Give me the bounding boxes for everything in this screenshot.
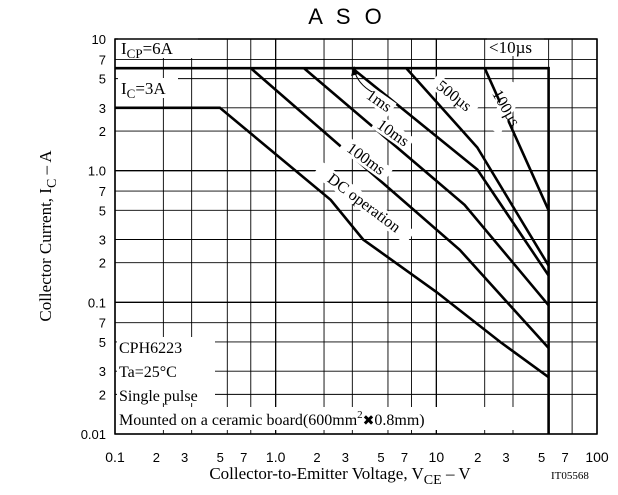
notes: CPH6223 Ta=25°C Single pulse Mounted on … bbox=[119, 340, 425, 429]
x-tick-label: 2 bbox=[313, 450, 320, 465]
y-tick-label: 0.1 bbox=[88, 295, 106, 310]
y-tick-label: 2 bbox=[99, 256, 106, 271]
x-tick-label: 1.0 bbox=[266, 449, 286, 465]
y-tick-label: 5 bbox=[99, 203, 106, 218]
mask-ic bbox=[118, 78, 178, 98]
plot-frame bbox=[114, 38, 598, 435]
y-tick-label: 7 bbox=[99, 184, 106, 199]
label-lt10us: <10µs bbox=[489, 38, 532, 57]
tick-labels: 0.1 2 3 5 7 1.0 2 3 5 7 10 2 3 5 7 100 0.01 2 3 5 7 0.1 2 3 5 7 1.… bbox=[81, 32, 609, 465]
y-tick-label: 3 bbox=[99, 101, 106, 116]
y-axis-label: Collector Current, IC – A bbox=[36, 150, 60, 322]
x-tick-label: 0.1 bbox=[105, 449, 125, 465]
x-tick-label: 7 bbox=[240, 450, 247, 465]
note-part: CPH6223 bbox=[119, 340, 182, 357]
mask-notes bbox=[117, 337, 215, 403]
label-100ms: 100ms bbox=[343, 140, 388, 179]
label-dc: DC operation bbox=[324, 171, 403, 237]
y-tick-label: 3 bbox=[99, 364, 106, 379]
series-line bbox=[115, 66, 550, 434]
x-tick-label: 5 bbox=[377, 450, 384, 465]
label-500us: 500µs bbox=[433, 78, 475, 116]
mask-board bbox=[117, 407, 557, 430]
y-tick-label: 2 bbox=[99, 387, 106, 402]
label-icp: ICP=6A bbox=[121, 39, 174, 61]
x-tick-label: 5 bbox=[217, 450, 224, 465]
y-tick-label: 7 bbox=[99, 316, 106, 331]
chart-title: A S O bbox=[308, 4, 385, 29]
x-tick-label: 3 bbox=[502, 450, 509, 465]
x-tick-label: 10 bbox=[429, 449, 445, 465]
y-tick-label: 5 bbox=[99, 72, 106, 87]
y-tick-label: 3 bbox=[99, 233, 106, 248]
y-tick-label: 10 bbox=[92, 32, 106, 47]
label-masks bbox=[117, 38, 557, 430]
note-board: Mounted on a ceramic board(600mm2✖0.8mm) bbox=[119, 409, 425, 429]
y-tick-label: 2 bbox=[99, 124, 106, 139]
x-tick-label: 5 bbox=[538, 450, 545, 465]
mask-icp bbox=[118, 38, 198, 58]
series-line bbox=[483, 67, 550, 211]
series-line bbox=[249, 67, 550, 349]
x-tick-label: 3 bbox=[342, 450, 349, 465]
x-tick-label: 7 bbox=[561, 450, 568, 465]
mask-lt10us bbox=[487, 38, 544, 56]
label-ic: IC=3A bbox=[121, 79, 166, 101]
figure-code: IT05568 bbox=[551, 470, 589, 482]
note-pulse: Single pulse bbox=[119, 388, 198, 405]
x-tick-label: 3 bbox=[181, 450, 188, 465]
x-tick-label: 2 bbox=[474, 450, 481, 465]
y-tick-label: 1.0 bbox=[88, 164, 106, 179]
y-tick-label: 7 bbox=[99, 52, 106, 67]
x-axis-label: Collector-to-Emitter Voltage, VCE – V bbox=[209, 464, 471, 488]
x-tick-label: 2 bbox=[153, 450, 160, 465]
series-line bbox=[405, 67, 550, 267]
y-tick-label: 5 bbox=[99, 335, 106, 350]
x-tick-label: 100 bbox=[585, 449, 609, 465]
series-line bbox=[115, 106, 550, 379]
x-tick-label: 7 bbox=[401, 450, 408, 465]
series-line bbox=[303, 67, 550, 307]
y-tick-label: 0.01 bbox=[81, 427, 106, 442]
note-ta: Ta=25°C bbox=[119, 364, 177, 381]
arrowhead-1ms bbox=[351, 66, 358, 76]
